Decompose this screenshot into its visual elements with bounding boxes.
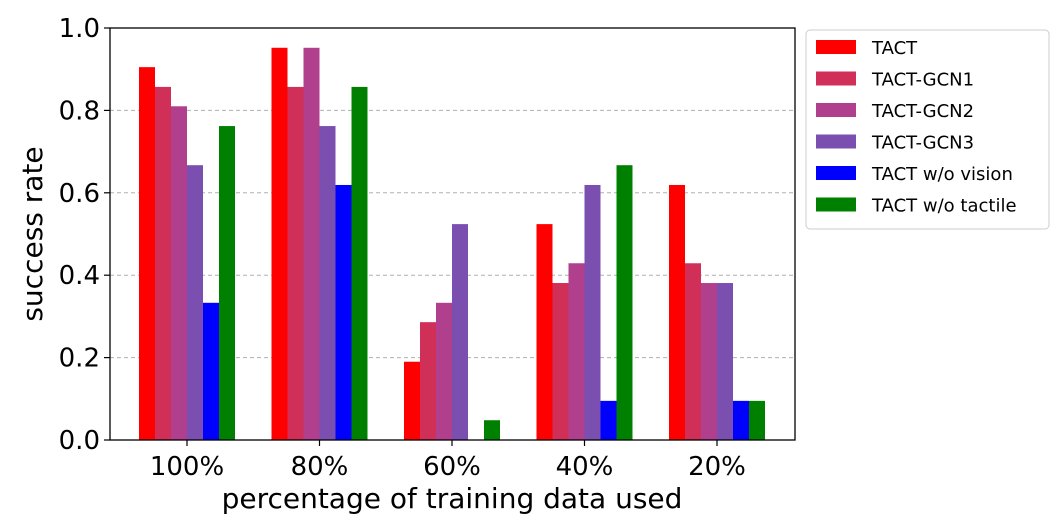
bar [701, 283, 717, 440]
bar [717, 283, 733, 440]
legend-label: TACT-GCN1 [871, 70, 974, 91]
y-axis-label: success rate [16, 146, 49, 321]
legend-swatch [816, 166, 856, 180]
bar [669, 184, 685, 440]
legend-swatch [816, 40, 856, 54]
x-tick-label: 80% [291, 452, 349, 482]
bar [187, 165, 203, 441]
axis-ticks: 0.0 0.2 0.4 0.6 0.8 1.0 100% 80% 60% 40% 20% [59, 14, 746, 482]
legend-label: TACT [871, 38, 918, 59]
bar [616, 165, 633, 441]
bar [404, 361, 420, 440]
x-tick-label: 40% [556, 452, 614, 482]
bars [139, 47, 765, 441]
bar [139, 67, 155, 440]
bar [155, 86, 171, 440]
y-tick-label: 0.0 [59, 426, 100, 456]
y-tick-label: 0.8 [59, 96, 100, 126]
bar [219, 126, 235, 440]
bar [484, 420, 500, 440]
x-tick-label: 20% [688, 452, 746, 482]
y-tick-label: 0.4 [59, 261, 100, 291]
bar [303, 47, 320, 440]
legend-label: TACT w/o vision [871, 164, 1013, 185]
legend-swatch [816, 197, 856, 212]
bar [287, 86, 304, 440]
legend-swatch [816, 103, 856, 117]
bar [203, 302, 219, 440]
bar [452, 224, 468, 440]
legend: TACT TACT-GCN1 TACT-GCN2 TACT-GCN3 TACT w/o … [805, 29, 1050, 230]
bar [600, 400, 617, 440]
y-tick-label: 0.2 [59, 344, 100, 374]
legend-swatch [816, 134, 856, 149]
x-tick-label: 100% [150, 452, 224, 482]
bar [584, 184, 601, 440]
bar [271, 47, 288, 440]
bar [552, 283, 569, 440]
legend-frame [805, 29, 1050, 230]
bar [319, 126, 336, 440]
bar [685, 263, 701, 440]
x-axis-label: percentage of training data used [222, 482, 683, 515]
legend-swatch [816, 71, 856, 86]
bar [568, 263, 585, 440]
bar [436, 302, 452, 440]
legend-label: TACT-GCN3 [871, 133, 974, 154]
bar [420, 322, 436, 440]
bar [335, 184, 352, 440]
y-tick-label: 1.0 [59, 14, 100, 44]
bar [351, 86, 368, 440]
x-tick-label: 60% [423, 452, 481, 482]
bar [749, 400, 765, 440]
bar [536, 224, 553, 440]
bar [171, 106, 187, 440]
legend-label: TACT w/o tactile [871, 196, 1017, 217]
bar [733, 400, 749, 440]
legend-label: TACT-GCN2 [871, 101, 974, 122]
y-tick-label: 0.6 [59, 179, 100, 209]
